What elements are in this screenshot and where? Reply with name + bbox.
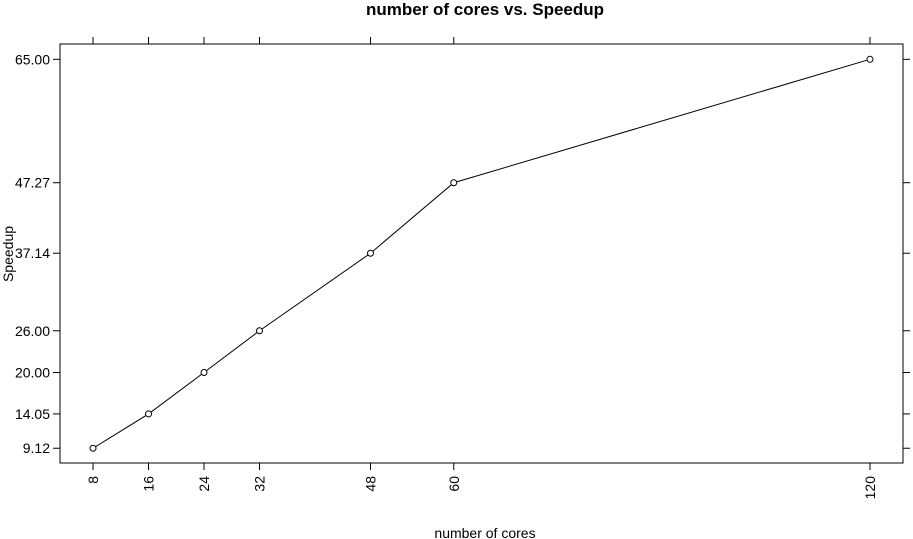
data-point <box>866 55 874 63</box>
chart-title: number of cores vs. Speedup <box>366 0 604 19</box>
y-axis-label: Speedup <box>0 226 16 282</box>
series-line <box>92 58 871 449</box>
data-point <box>145 410 153 418</box>
y-tick-label: 14.05 <box>15 406 50 422</box>
x-tick-label: 8 <box>85 476 101 484</box>
ticks-layer: 8 16 24 32 48 60 120 9.12 14.05 20.00 26.00 37.14 47… <box>15 37 910 499</box>
plot-frame <box>59 43 904 464</box>
data-point <box>367 249 375 257</box>
y-tick-label: 65.00 <box>15 51 50 67</box>
y-tick-label: 37.14 <box>15 245 50 261</box>
x-tick-label: 16 <box>141 476 157 492</box>
y-tick-label: 20.00 <box>15 365 50 381</box>
y-tick-label: 47.27 <box>15 175 50 191</box>
x-axis-label: number of cores <box>434 525 535 539</box>
y-tick-label: 26.00 <box>15 323 50 339</box>
data-point <box>89 444 97 452</box>
x-tick-label: 48 <box>363 476 379 492</box>
x-tick-label: 24 <box>196 476 212 492</box>
data-point <box>450 179 458 187</box>
series-layer <box>89 55 874 452</box>
x-tick-label: 120 <box>862 476 878 500</box>
x-tick-label: 60 <box>446 476 462 492</box>
data-point <box>256 327 264 335</box>
data-point <box>200 369 208 377</box>
y-tick-label: 9.12 <box>23 440 50 456</box>
x-tick-label: 32 <box>252 476 268 492</box>
